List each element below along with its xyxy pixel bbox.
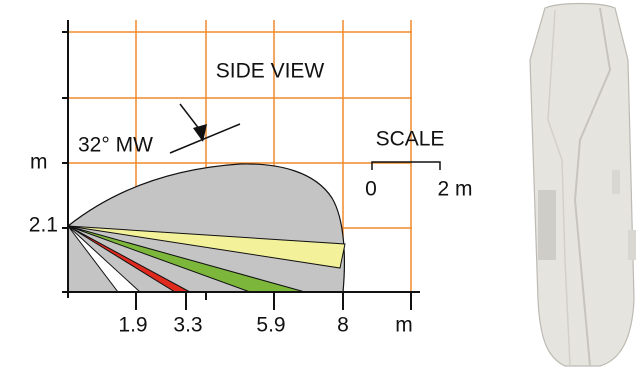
device-notch [612, 170, 620, 194]
scale-start: 0 [365, 178, 377, 201]
title: SIDE VIEW [216, 60, 325, 83]
y-label: 2.1 [29, 214, 58, 237]
y-unit: m [30, 151, 48, 174]
x-label: 1.9 [118, 314, 147, 337]
device-notch [628, 230, 636, 260]
page: SIDE VIEW 32° MW m 2.1 1.9 3.3 5.9 8 m S… [0, 0, 643, 369]
scale-label: SCALE [376, 128, 445, 151]
scale-end: 2 m [437, 178, 472, 201]
x-unit: m [395, 314, 413, 337]
x-label: 3.3 [173, 314, 202, 337]
device [530, 4, 636, 367]
annotation: 32° MW [78, 134, 153, 157]
device-window [538, 190, 556, 260]
arrow-shaft [180, 104, 200, 130]
x-label: 5.9 [256, 314, 285, 337]
x-label: 8 [337, 314, 349, 337]
